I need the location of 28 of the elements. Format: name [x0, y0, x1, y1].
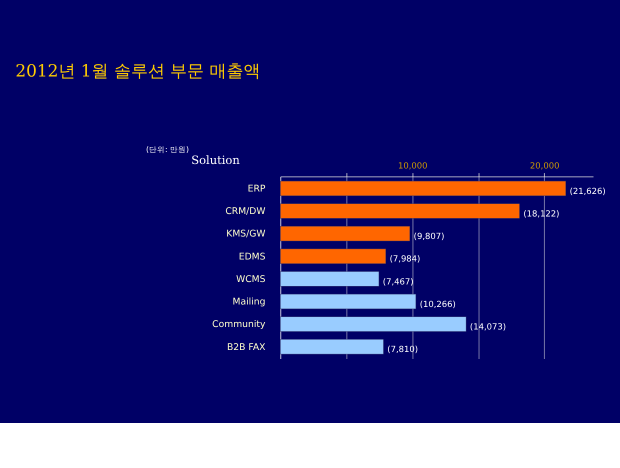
bar: [280, 248, 386, 264]
data-label: (9,807): [414, 231, 444, 242]
bar: [280, 226, 410, 242]
data-label: (14,073): [470, 322, 506, 332]
bar: [280, 180, 566, 196]
x-tick-label: 20,000: [530, 160, 560, 170]
y-tick-label: CRM/DW: [225, 206, 266, 218]
bar: [280, 203, 520, 219]
bar: [280, 339, 384, 354]
y-tick-label: B2B FAX: [226, 342, 266, 353]
text: 2012년 1월 솔루션 부문 매출액: [15, 60, 261, 81]
y-axis-title: Solution: [191, 152, 240, 167]
bar: [280, 316, 466, 332]
data-label: (21,626): [570, 186, 606, 196]
bar: [280, 294, 416, 310]
data-label: (10,266): [420, 298, 456, 309]
y-tick-label: KMS/GW: [226, 228, 266, 240]
y-tick-label: WCMS: [236, 274, 266, 285]
x-tick-label: 10,000: [398, 160, 428, 170]
y-tick-label: Mailing: [232, 296, 266, 308]
data-label: (7,984): [390, 254, 420, 264]
y-tick-label: Community: [212, 319, 266, 330]
y-tick-label: EDMS: [238, 251, 266, 262]
data-label: (7,467): [382, 276, 414, 286]
data-label: (7,810): [387, 344, 418, 354]
y-tick-label: ERP: [248, 183, 266, 194]
bar: [280, 271, 380, 286]
text: (단위: 만원): [146, 144, 189, 154]
